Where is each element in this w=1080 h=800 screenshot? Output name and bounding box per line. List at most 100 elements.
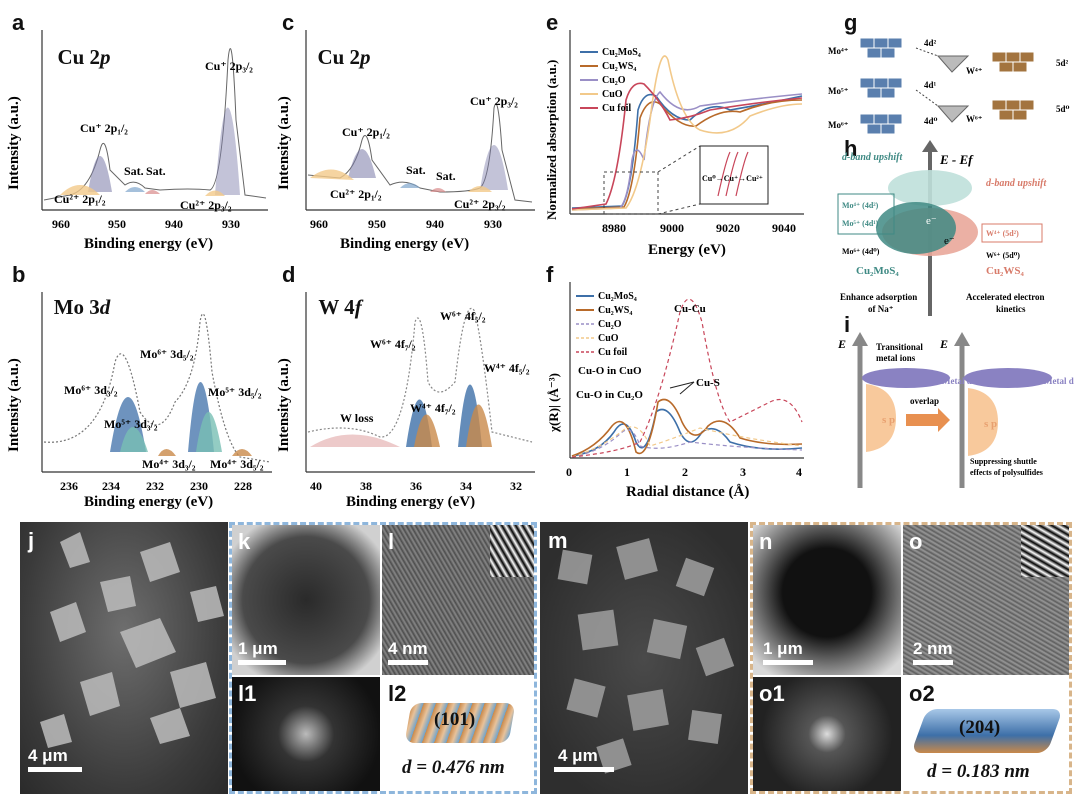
scale-bar-j	[28, 767, 82, 772]
x-axis-label-f: Radial distance (Å)	[626, 484, 749, 500]
h-eleft: e⁻	[926, 215, 937, 227]
tick-f-1: 1	[624, 465, 630, 479]
peak-label-d-w6a: W⁶⁺ 4f₇/₂	[370, 337, 416, 351]
exafs-ann-cuo-cu2o: Cu-O in Cu₂O	[576, 389, 643, 401]
panel-label-o: o	[909, 529, 923, 554]
h-box1: Mo⁴⁺ (4d²)	[842, 201, 879, 210]
profile-image-l2: l2 (101) d = 0.476 nm	[382, 677, 534, 791]
tick-b-4: 228	[234, 479, 252, 493]
h-capr1: Accelerated electron	[966, 292, 1045, 302]
exafs-legend-2: Cu₂O	[598, 319, 622, 330]
sem-m-cubes	[557, 538, 735, 774]
i-sup1: Suppressing shuttle	[970, 457, 1037, 466]
y-axis-label-c: Intensity (a.u.)	[276, 96, 292, 190]
xps-w-chart: Intensity (a.u.) W⁶⁺ 4f₇/₂ W⁶⁺ 4f₅/₂ W⁴⁺…	[276, 292, 535, 510]
h-capr2: kinetics	[996, 304, 1026, 314]
sem-image-j: j 4 μm	[20, 522, 228, 794]
exafs-ann-cus: Cu-S	[696, 377, 720, 389]
panel-label-l: l	[388, 529, 395, 554]
profile-image-o2: o2 (204) d = 0.183 nm	[903, 677, 1069, 791]
i-metal2: Metal d	[1044, 376, 1074, 386]
i-metal1: Metal d	[942, 376, 972, 386]
g-d5b: 5d⁰	[1056, 104, 1070, 114]
panel-label-a: a	[12, 10, 25, 35]
tick-b-1: 234	[102, 479, 120, 493]
hrtem-o-inset	[1021, 525, 1069, 577]
tick-e-2: 9020	[716, 221, 740, 235]
hrtem-image-o: o 2 nm	[903, 525, 1069, 675]
tick-d-0: 40	[310, 479, 322, 493]
panel-label-f: f	[546, 262, 554, 287]
panel-label-l1: l1	[238, 681, 257, 706]
tick-c-0: 960	[310, 217, 328, 231]
peak-label-c-s2: Sat.	[436, 169, 456, 183]
xanes-legend-4: Cu foil	[602, 103, 631, 114]
exafs-legend-4: Cu foil	[598, 347, 627, 358]
xanes-inset-label: Cu⁰→Cu⁺→Cu²⁺	[702, 174, 763, 183]
tick-b-3: 230	[190, 479, 208, 493]
panel-label-d: d	[282, 262, 296, 287]
peak-label-b-m6a: Mo⁶⁺ 3d₃/₂	[64, 383, 118, 397]
scale-text-o: 2 nm	[913, 639, 953, 658]
scale-bar-k	[238, 660, 286, 665]
panel-label-j: j	[28, 528, 35, 553]
tick-b-2: 232	[146, 479, 164, 493]
h-capl2: of Na⁺	[868, 304, 894, 314]
tick-e-1: 9000	[660, 221, 684, 235]
panel-label-o2: o2	[909, 681, 935, 706]
exafs-legend-0: Cu₂MoS₄	[598, 291, 637, 302]
y-axis-label-a: Intensity (a.u.)	[6, 96, 22, 190]
scale-text-j: 4 μm	[28, 746, 68, 765]
x-axis-label-e: Energy (eV)	[648, 242, 726, 258]
exafs-chart: χ(R)| (Å⁻³) Cu₂MoS₄ Cu₂WS₄ Cu₂O CuO Cu f…	[546, 282, 804, 500]
panel-label-b: b	[12, 262, 26, 287]
peak-label-a-s1: Sat.	[124, 164, 144, 178]
peak-label-a-s2: Sat.	[146, 164, 166, 178]
x-axis-label-a: Binding energy (eV)	[84, 236, 213, 252]
g-d4a: 4d²	[924, 38, 937, 48]
peak-label-d-w4a: W⁴⁺ 4f₇/₂	[410, 401, 456, 415]
h-efermi: E - Ef	[939, 152, 974, 167]
tick-f-3: 3	[740, 465, 746, 479]
scale-bar-o	[913, 660, 953, 665]
tick-d-4: 32	[510, 479, 522, 493]
sem-image-m: m 4 μm	[540, 522, 748, 794]
i-overlap: overlap	[910, 396, 939, 406]
y-axis-label-e: Normalized absorption (a.u.)	[544, 60, 559, 220]
frame-blue	[229, 522, 537, 794]
d-band-scheme-h: E - Ef d-band upshift d-band upshift Mo⁴…	[837, 140, 1048, 316]
peak-label-a-p1: Cu⁺ 2p₁/₂	[80, 121, 128, 135]
x-axis-label-d: Binding energy (eV)	[346, 494, 475, 510]
hrtem-l-inset	[490, 525, 534, 577]
h-eright: e⁻	[944, 235, 955, 247]
tick-c-3: 930	[484, 217, 502, 231]
fft-image-o1: o1	[753, 677, 901, 791]
tick-e-0: 8980	[602, 221, 626, 235]
tick-a-3: 930	[222, 217, 240, 231]
xanes-legend-1: Cu₂WS₄	[602, 61, 636, 72]
i-sp2: s p	[984, 418, 997, 430]
peak-label-b-m5a: Mo⁵⁺ 3d₃/₂	[104, 417, 158, 431]
i-tm2: metal ions	[876, 353, 916, 363]
scale-bar-m	[554, 767, 614, 772]
scale-text-n: 1 μm	[763, 639, 803, 658]
h-dleft: d-band upshift	[842, 152, 904, 163]
h-cws: Cu₂WS₄	[986, 265, 1024, 277]
panel-label-g: g	[844, 10, 858, 35]
panel-label-m: m	[548, 528, 568, 553]
g-mo5: Mo⁵⁺	[828, 86, 849, 96]
tick-b-0: 236	[60, 479, 78, 493]
tick-c-1: 950	[368, 217, 386, 231]
tick-d-3: 34	[460, 479, 472, 493]
panel-label-h: h	[844, 136, 858, 161]
i-e1: E	[837, 337, 846, 351]
sem-j-flakes	[40, 532, 224, 748]
peak-label-b-m4b: Mo⁴⁺ 3d₅/₂	[210, 457, 264, 471]
frame-tan	[750, 522, 1072, 794]
h-wbox: W⁴⁺ (5d²)	[986, 229, 1019, 238]
exafs-ann-cuo-cuo: Cu-O in CuO	[578, 365, 642, 377]
